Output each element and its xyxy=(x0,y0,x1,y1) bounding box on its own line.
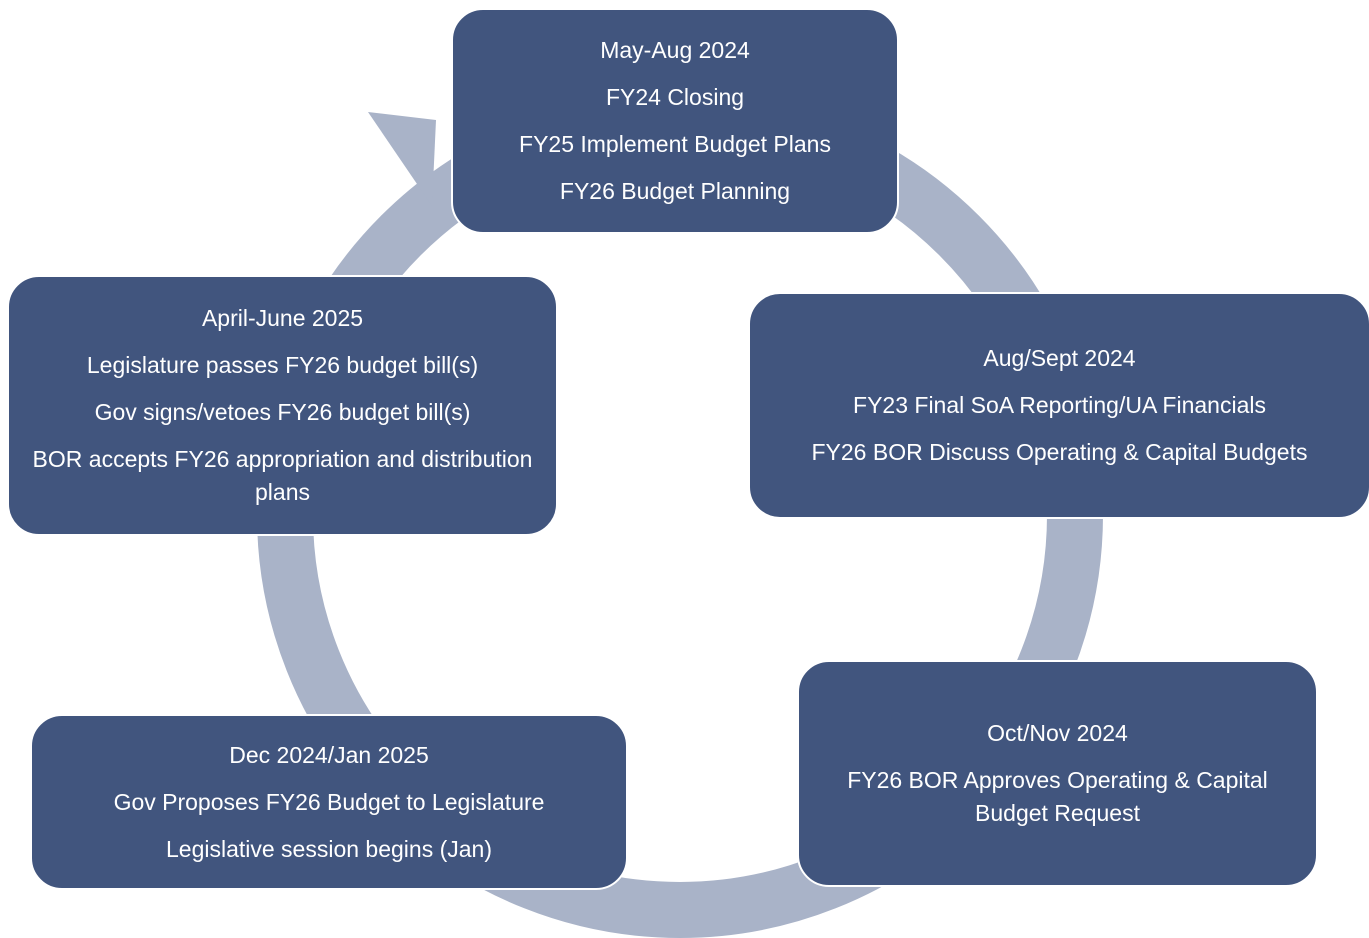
node-text: Oct/Nov 2024 xyxy=(987,720,1128,746)
node-text: May-Aug 2024 xyxy=(600,37,750,63)
cycle-node: Aug/Sept 2024 FY23 Final SoA Reporting/UA… xyxy=(748,292,1369,519)
node-text: FY24 Closing xyxy=(605,84,745,110)
node-text: Gov Proposes FY26 Budget to Legislature xyxy=(113,788,545,815)
node-text: Legislature passes FY26 budget bill(s) xyxy=(86,352,479,378)
cycle-node: May-Aug 2024 FY24 Closing FY25 Implement B… xyxy=(451,8,899,234)
node-text: Gov signs/vetoes FY26 budget bill(s) xyxy=(94,399,471,425)
node-text: FY26 BOR Approves Operating & Capital Bu… xyxy=(847,767,1268,826)
node-text: FY26 BOR Discuss Operating & Capital Bud… xyxy=(811,439,1308,465)
node-text: Aug/Sept 2024 xyxy=(983,345,1136,371)
node-text: April-June 2025 xyxy=(201,305,364,331)
arrow-head xyxy=(368,112,436,206)
node-text: FY25 Implement Budget Plans xyxy=(519,131,831,157)
node-text: Dec 2024/Jan 2025 xyxy=(229,741,429,768)
cycle-node: Dec 2024/Jan 2025 Gov Proposes FY26 Budge… xyxy=(30,714,628,890)
node-text: BOR accepts FY26 appropriation and distr… xyxy=(32,446,533,505)
node-text: FY23 Final SoA Reporting/UA Financials xyxy=(853,392,1266,418)
node-text: FY26 Budget Planning xyxy=(559,178,791,204)
cycle-node: Oct/Nov 2024 FY26 BOR Approves Operating … xyxy=(797,660,1318,887)
node-text: Legislative session begins (Jan) xyxy=(165,835,492,862)
cycle-node: April-June 2025 Legislature passes FY26 b… xyxy=(7,275,558,536)
